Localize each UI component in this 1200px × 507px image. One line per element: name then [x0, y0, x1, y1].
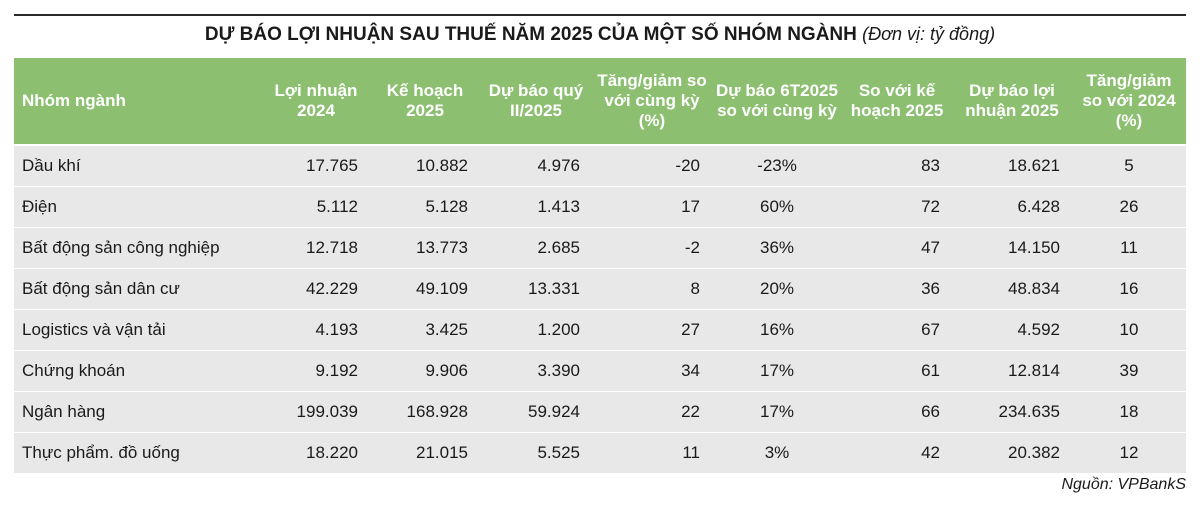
- cell-yoy-change: 17: [592, 186, 712, 228]
- table-title: DỰ BÁO LỢI NHUẬN SAU THUẾ NĂM 2025 CỦA M…: [12, 24, 1188, 46]
- table-row: Bất động sản dân cư 42.229 49.109 13.331…: [14, 268, 1186, 310]
- cell-sector: Bất động sản dân cư: [14, 268, 262, 310]
- cell-forecast-6m: 36%: [712, 227, 842, 269]
- cell-vs-plan: 72: [842, 186, 952, 228]
- table-row: Thực phẩm. đồ uống 18.220 21.015 5.525 1…: [14, 432, 1186, 474]
- cell-profit-2024: 12.718: [262, 227, 370, 269]
- cell-sector: Thực phẩm. đồ uống: [14, 432, 262, 474]
- table-row: Dầu khí 17.765 10.882 4.976 -20 -23% 83 …: [14, 145, 1186, 187]
- cell-forecast-profit-2025: 48.834: [952, 268, 1072, 310]
- cell-forecast-profit-2025: 18.621: [952, 145, 1072, 187]
- cell-forecast-q2: 1.413: [480, 186, 592, 228]
- cell-change-vs-2024: 18: [1072, 391, 1186, 433]
- cell-profit-2024: 5.112: [262, 186, 370, 228]
- cell-yoy-change: 22: [592, 391, 712, 433]
- cell-forecast-6m: 3%: [712, 432, 842, 474]
- cell-vs-plan: 61: [842, 350, 952, 392]
- cell-forecast-q2: 5.525: [480, 432, 592, 474]
- table-header-row: Nhóm ngành Lợi nhuận 2024 Kế hoạch 2025 …: [14, 58, 1186, 146]
- cell-yoy-change: -20: [592, 145, 712, 187]
- cell-forecast-6m: 20%: [712, 268, 842, 310]
- cell-change-vs-2024: 10: [1072, 309, 1186, 351]
- table-row: Chứng khoán 9.192 9.906 3.390 34 17% 61 …: [14, 350, 1186, 392]
- cell-vs-plan: 67: [842, 309, 952, 351]
- cell-profit-2024: 18.220: [262, 432, 370, 474]
- top-rule: [14, 14, 1186, 16]
- cell-forecast-6m: 17%: [712, 391, 842, 433]
- cell-profit-2024: 42.229: [262, 268, 370, 310]
- cell-vs-plan: 42: [842, 432, 952, 474]
- cell-forecast-profit-2025: 12.814: [952, 350, 1072, 392]
- header-yoy-change: Tăng/giảm so với cùng kỳ (%): [592, 58, 712, 146]
- cell-profit-2024: 9.192: [262, 350, 370, 392]
- cell-change-vs-2024: 16: [1072, 268, 1186, 310]
- cell-forecast-6m: 16%: [712, 309, 842, 351]
- header-forecast-6m: Dự báo 6T2025 so với cùng kỳ: [712, 58, 842, 146]
- cell-forecast-profit-2025: 14.150: [952, 227, 1072, 269]
- cell-sector: Bất động sản công nghiệp: [14, 227, 262, 269]
- cell-yoy-change: 11: [592, 432, 712, 474]
- header-plan-2025: Kế hoạch 2025: [370, 58, 480, 146]
- cell-plan-2025: 9.906: [370, 350, 480, 392]
- cell-vs-plan: 66: [842, 391, 952, 433]
- cell-sector: Chứng khoán: [14, 350, 262, 392]
- cell-sector: Logistics và vận tải: [14, 309, 262, 351]
- cell-forecast-6m: 60%: [712, 186, 842, 228]
- cell-vs-plan: 47: [842, 227, 952, 269]
- cell-plan-2025: 49.109: [370, 268, 480, 310]
- cell-yoy-change: 27: [592, 309, 712, 351]
- table-row: Bất động sản công nghiệp 12.718 13.773 2…: [14, 227, 1186, 269]
- cell-change-vs-2024: 39: [1072, 350, 1186, 392]
- cell-plan-2025: 168.928: [370, 391, 480, 433]
- table-row: Logistics và vận tải 4.193 3.425 1.200 2…: [14, 309, 1186, 351]
- cell-forecast-profit-2025: 234.635: [952, 391, 1072, 433]
- header-forecast-q2: Dự báo quý II/2025: [480, 58, 592, 146]
- cell-forecast-profit-2025: 4.592: [952, 309, 1072, 351]
- cell-yoy-change: -2: [592, 227, 712, 269]
- cell-forecast-profit-2025: 20.382: [952, 432, 1072, 474]
- cell-profit-2024: 199.039: [262, 391, 370, 433]
- header-profit-2024: Lợi nhuận 2024: [262, 58, 370, 146]
- cell-forecast-q2: 4.976: [480, 145, 592, 187]
- cell-forecast-q2: 1.200: [480, 309, 592, 351]
- cell-plan-2025: 3.425: [370, 309, 480, 351]
- header-sector: Nhóm ngành: [14, 58, 262, 146]
- table-title-unit: (Đơn vị: tỷ đồng): [862, 24, 996, 44]
- cell-forecast-6m: -23%: [712, 145, 842, 187]
- cell-profit-2024: 4.193: [262, 309, 370, 351]
- cell-forecast-q2: 3.390: [480, 350, 592, 392]
- cell-sector: Ngân hàng: [14, 391, 262, 433]
- profit-forecast-table: Nhóm ngành Lợi nhuận 2024 Kế hoạch 2025 …: [14, 58, 1186, 474]
- cell-change-vs-2024: 12: [1072, 432, 1186, 474]
- header-change-vs-2024: Tăng/giảm so với 2024 (%): [1072, 58, 1186, 146]
- cell-plan-2025: 5.128: [370, 186, 480, 228]
- header-vs-plan: So với kế hoạch 2025: [842, 58, 952, 146]
- cell-plan-2025: 13.773: [370, 227, 480, 269]
- header-forecast-profit-2025: Dự báo lợi nhuận 2025: [952, 58, 1072, 146]
- cell-vs-plan: 83: [842, 145, 952, 187]
- cell-plan-2025: 10.882: [370, 145, 480, 187]
- cell-change-vs-2024: 5: [1072, 145, 1186, 187]
- cell-profit-2024: 17.765: [262, 145, 370, 187]
- table-row: Ngân hàng 199.039 168.928 59.924 22 17% …: [14, 391, 1186, 433]
- cell-change-vs-2024: 26: [1072, 186, 1186, 228]
- cell-forecast-profit-2025: 6.428: [952, 186, 1072, 228]
- cell-yoy-change: 8: [592, 268, 712, 310]
- cell-forecast-q2: 13.331: [480, 268, 592, 310]
- cell-forecast-q2: 59.924: [480, 391, 592, 433]
- table-title-main: DỰ BÁO LỢI NHUẬN SAU THUẾ NĂM 2025 CỦA M…: [204, 24, 857, 45]
- cell-sector: Dầu khí: [14, 145, 262, 187]
- cell-vs-plan: 36: [842, 268, 952, 310]
- source-note: Nguồn: VPBankS: [1061, 476, 1186, 493]
- cell-forecast-6m: 17%: [712, 350, 842, 392]
- cell-change-vs-2024: 11: [1072, 227, 1186, 269]
- cell-forecast-q2: 2.685: [480, 227, 592, 269]
- cell-plan-2025: 21.015: [370, 432, 480, 474]
- cell-sector: Điện: [14, 186, 262, 228]
- cell-yoy-change: 34: [592, 350, 712, 392]
- table-row: Điện 5.112 5.128 1.413 17 60% 72 6.428 2…: [14, 186, 1186, 228]
